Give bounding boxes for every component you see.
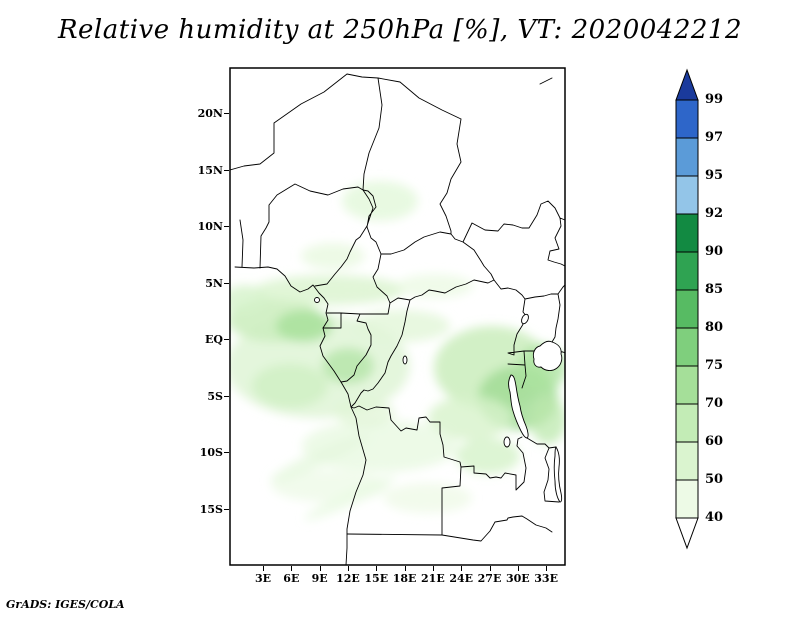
- y-tick-mark: [224, 113, 229, 115]
- x-tick-label: 9E: [311, 572, 328, 585]
- y-tick-mark: [224, 508, 229, 510]
- figure-title: Relative humidity at 250hPa [%], VT: 202…: [57, 15, 743, 45]
- x-tick-label: 6E: [283, 572, 300, 585]
- x-tick-label: 27E: [477, 572, 502, 585]
- colorbar-segment: [675, 251, 699, 291]
- y-tick-label: 15N: [197, 163, 223, 177]
- x-tick-label: 21E: [421, 572, 445, 585]
- map-frame: [229, 67, 566, 566]
- colorbar-label: 85: [705, 282, 724, 297]
- x-tick-label: 30E: [505, 572, 530, 585]
- x-tick-mark: [291, 566, 293, 571]
- x-tick-mark: [432, 566, 434, 571]
- colorbar-segment: [675, 403, 699, 443]
- lake-tanganyika: [508, 374, 529, 439]
- colorbar-label: 70: [705, 396, 724, 411]
- colorbar-label: 75: [705, 358, 724, 373]
- colorbar-label: 97: [705, 130, 724, 145]
- y-tick-label: 5N: [205, 276, 223, 290]
- colorbar-segment: [675, 327, 699, 367]
- country-borders: [230, 73, 565, 565]
- y-tick-label: 15S: [199, 502, 223, 516]
- colorbar-svg: [675, 68, 699, 550]
- colorbar-segment: [675, 137, 699, 177]
- colorbar-segment: [675, 479, 699, 519]
- x-tick-label: 3E: [254, 572, 272, 585]
- y-tick-mark: [224, 282, 229, 284]
- borders-path: [230, 73, 565, 542]
- y-tick-mark: [224, 452, 229, 454]
- bioko-island: [314, 297, 320, 303]
- colorbar-segment: [675, 99, 699, 139]
- colorbar-segment: [675, 365, 699, 405]
- x-tick-label: 15E: [364, 572, 389, 585]
- x-tick-mark: [347, 566, 349, 571]
- colorbar-label: 95: [705, 168, 724, 183]
- y-tick-label: 20N: [197, 107, 223, 121]
- x-tick-mark: [546, 566, 548, 571]
- x-tick-label: 12E: [336, 572, 360, 585]
- lake-albert: [521, 313, 529, 325]
- x-tick-mark: [319, 566, 321, 571]
- y-tick-mark: [224, 169, 229, 171]
- colorbar-label: 50: [705, 472, 724, 487]
- y-tick-mark: [224, 395, 229, 397]
- colorbar-label: 40: [705, 510, 724, 525]
- y-tick-label: 10N: [197, 220, 223, 234]
- y-tick-mark: [224, 226, 229, 228]
- coastline-path: [234, 266, 367, 565]
- lake-victoria: [532, 340, 563, 371]
- x-tick-label: 24E: [449, 572, 474, 585]
- humidity-shading: [230, 181, 565, 521]
- x-tick-mark: [517, 566, 519, 571]
- colorbar-label: 80: [705, 320, 724, 335]
- colorbar-segment: [675, 289, 699, 329]
- x-tick-mark: [489, 566, 491, 571]
- x-tick-label: 18E: [392, 572, 417, 585]
- colorbar-arrow-bottom-icon: [675, 517, 699, 550]
- x-tick-mark: [404, 566, 406, 571]
- colorbar-segment: [675, 175, 699, 215]
- colorbar-arrow-top-icon: [675, 68, 699, 101]
- x-tick-label: 33E: [534, 572, 558, 585]
- colorbar-label: 60: [705, 434, 724, 449]
- map-svg: [229, 67, 566, 566]
- y-tick-label: EQ: [205, 333, 223, 347]
- lake-mweru: [503, 436, 511, 448]
- x-tick-mark: [376, 566, 378, 571]
- colorbar-label: 90: [705, 244, 724, 259]
- lake-malawi: [553, 446, 563, 503]
- colorbar-label: 92: [705, 206, 724, 221]
- y-tick-label: 5S: [207, 389, 223, 403]
- x-tick-mark: [263, 566, 265, 571]
- colorbar-segment: [675, 213, 699, 253]
- y-tick-mark: [224, 339, 229, 341]
- grads-attribution: GrADS: IGES/COLA: [6, 598, 125, 611]
- colorbar-segment: [675, 441, 699, 481]
- lake-mai-ndombe: [402, 355, 408, 365]
- lakes: [314, 297, 563, 503]
- y-tick-label: 10S: [199, 446, 223, 460]
- colorbar-label: 99: [705, 92, 724, 107]
- x-tick-mark: [461, 566, 463, 571]
